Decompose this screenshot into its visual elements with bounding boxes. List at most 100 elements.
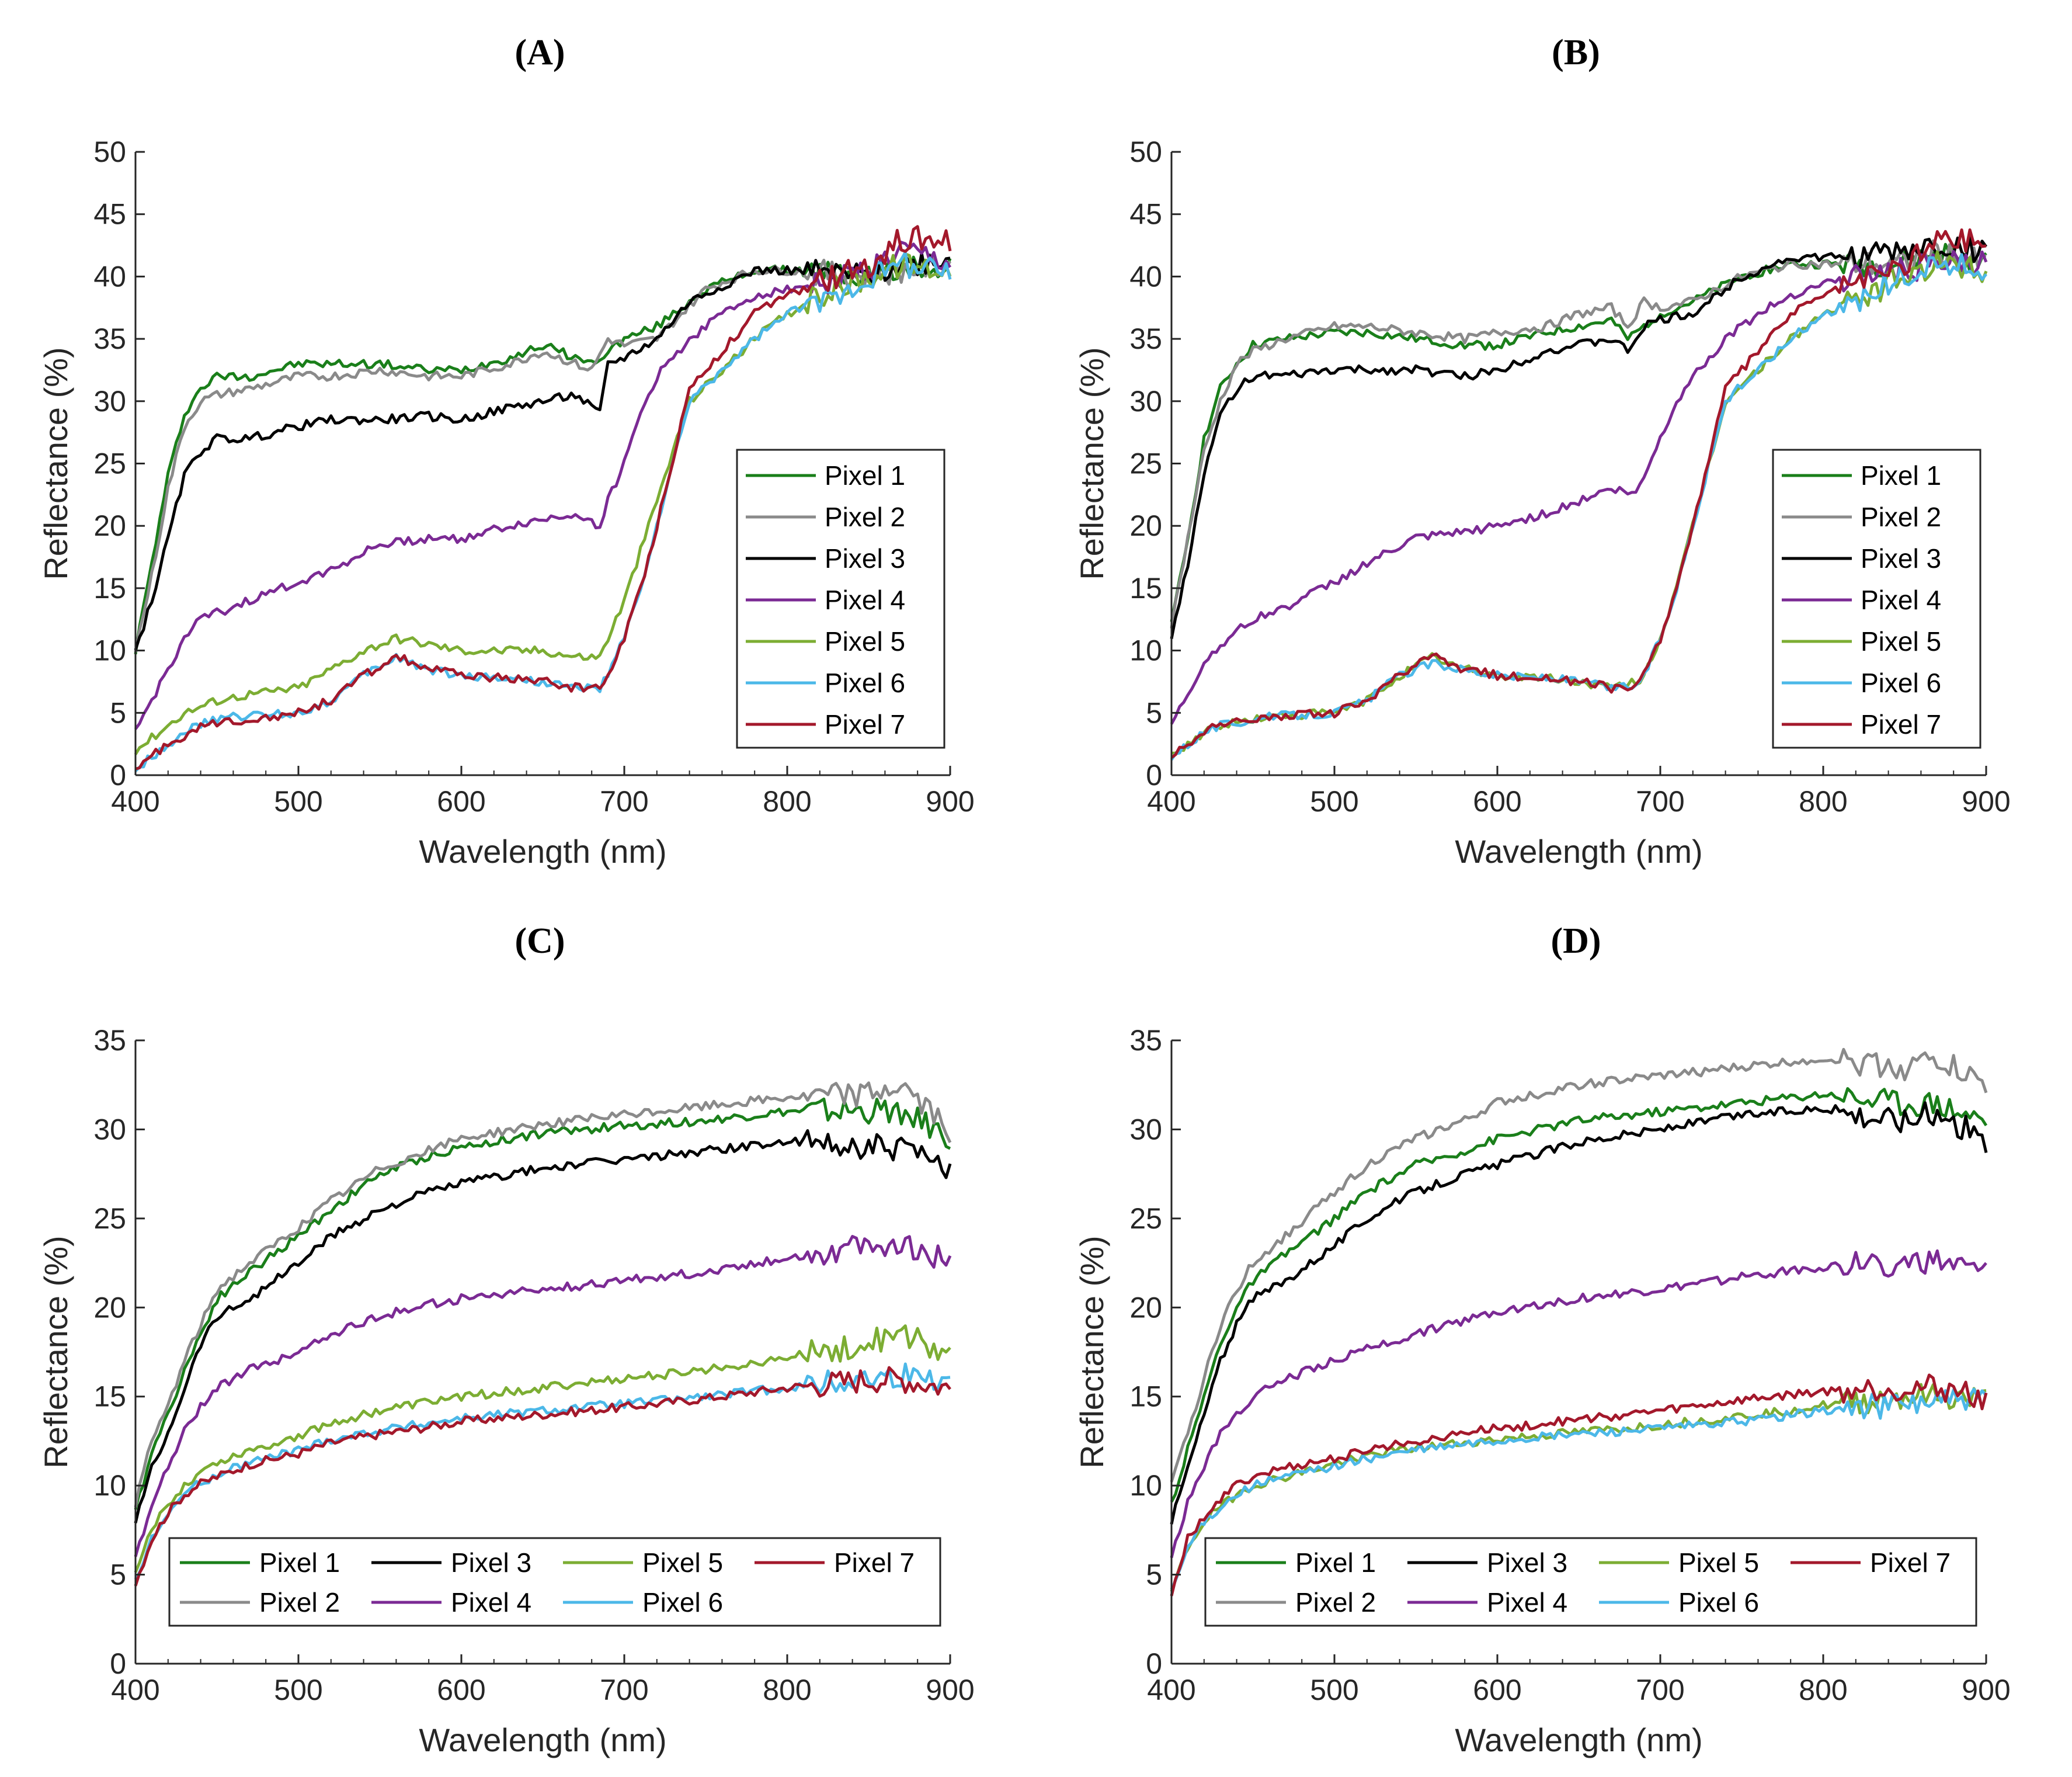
chart-d-xlabel: Wavelength (nm) [1455, 1722, 1702, 1758]
chart-c-xlabel: Wavelength (nm) [419, 1722, 666, 1758]
chart-b-series-pixel-2 [1170, 239, 1987, 629]
chart-a-ytick-label: 30 [93, 385, 126, 418]
chart-d-legend-label: Pixel 3 [1487, 1547, 1567, 1578]
chart-b-ylabel: Reflectance (%) [1073, 347, 1110, 579]
chart-c-legend-box [168, 1537, 941, 1627]
chart-a-xtick-label: 800 [763, 785, 811, 818]
chart-c-ytick-label: 35 [93, 1024, 126, 1057]
chart-d-ytick-label: 20 [1129, 1291, 1162, 1324]
chart-b-ytick-label: 40 [1129, 260, 1162, 293]
chart-d-ytick-label: 35 [1129, 1024, 1162, 1057]
chart-a-ytick-label: 20 [93, 509, 126, 542]
chart-d-ytick-label: 15 [1129, 1380, 1162, 1413]
chart-b-ytick-label: 35 [1129, 322, 1162, 355]
chart-b-legend-label: Pixel 6 [1861, 668, 1941, 698]
chart-d-title: (D) [1550, 921, 1601, 961]
chart-a-xlabel: Wavelength (nm) [419, 833, 666, 870]
chart-a-ytick-label: 0 [110, 759, 126, 792]
chart-a-legend: Pixel 1 Pixel 2 Pixel 3 Pixel 4 Pixel 5 Pixel… [736, 449, 945, 749]
chart-a-legend-label: Pixel 2 [825, 502, 905, 532]
chart-c-series-pixel-5 [134, 1324, 951, 1573]
chart-c-ytick-label: 20 [93, 1291, 126, 1324]
chart-a-ytick-label: 35 [93, 322, 126, 355]
chart-a-ytick-label: 40 [93, 260, 126, 293]
chart-a-legend-label: Pixel 7 [825, 709, 905, 740]
chart-b-ytick-label: 0 [1146, 759, 1162, 792]
panel-c: (C) 400 500 600 700 800 900 0 5 10 15 20 25 30 35 Wavel… [0, 888, 1036, 1777]
chart-d-ytick-label: 5 [1146, 1559, 1162, 1591]
chart-b-ytick-label: 10 [1129, 634, 1162, 667]
chart-c-legend-label: Pixel 1 [259, 1547, 340, 1578]
panel-b: (B) 400 500 600 700 800 900 0 5 10 15 20 25 30 35 40 45 5… [1036, 0, 2072, 888]
chart-c-series-pixel-1 [134, 1097, 951, 1510]
chart-b-xtick-label: 600 [1473, 785, 1521, 818]
chart-b-legend-label: Pixel 5 [1861, 626, 1941, 657]
chart-b-ytick-label: 50 [1129, 136, 1162, 168]
chart-a-series-pixel-5 [134, 252, 952, 755]
chart-d-legend-label: Pixel 7 [1870, 1547, 1951, 1578]
chart-a-xtick-label: 700 [600, 785, 648, 818]
chart-d-legend-label: Pixel 1 [1295, 1547, 1376, 1578]
chart-b-legend-label: Pixel 4 [1861, 585, 1941, 615]
chart-b-legend-label: Pixel 1 [1861, 460, 1941, 491]
chart-d-series-pixel-7 [1170, 1373, 1988, 1596]
chart-c-legend-label: Pixel 6 [642, 1587, 723, 1618]
chart-d-xtick-label: 800 [1799, 1674, 1847, 1706]
chart-c-title: (C) [514, 921, 565, 961]
chart-b-xtick-label: 700 [1636, 785, 1684, 818]
chart-c-series-pixel-6 [134, 1362, 951, 1580]
chart-a-legend-label: Pixel 1 [825, 460, 905, 491]
chart-c-ytick-label: 25 [93, 1202, 126, 1235]
chart-d-legend-label: Pixel 4 [1487, 1587, 1567, 1618]
chart-b-ytick-label: 25 [1129, 447, 1162, 480]
chart-d-series-pixel-6 [1170, 1387, 1987, 1590]
chart-d-ytick-label: 0 [1146, 1647, 1162, 1680]
chart-c-xtick-label: 400 [111, 1674, 159, 1706]
chart-b-xtick-label: 400 [1147, 785, 1195, 818]
chart-c-ytick-label: 5 [110, 1559, 126, 1591]
chart-a-xtick-label: 400 [111, 785, 159, 818]
chart-b-legend: Pixel 1 Pixel 2 Pixel 3 Pixel 4 Pixel 5 Pixel… [1772, 449, 1981, 749]
chart-d-ytick-label: 25 [1129, 1202, 1162, 1235]
chart-d-series-pixel-3 [1170, 1101, 1988, 1525]
chart-d-xtick-label: 900 [1962, 1674, 2010, 1706]
chart-a-ytick-label: 25 [93, 447, 126, 480]
chart-c: (C) 400 500 600 700 800 900 0 5 10 15 20 25 30 35 Wavel… [37, 921, 975, 1758]
chart-c-ytick-label: 10 [93, 1469, 126, 1502]
chart-a-ylabel: Reflectance (%) [37, 347, 74, 579]
chart-c-ytick-label: 15 [93, 1380, 126, 1413]
chart-d-series-pixel-1 [1170, 1087, 1988, 1503]
chart-a-legend-label: Pixel 4 [825, 585, 905, 615]
chart-b-ytick-label: 45 [1129, 198, 1162, 231]
chart-c-xtick-label: 900 [926, 1674, 974, 1706]
chart-c-series-pixel-3 [134, 1129, 952, 1523]
chart-b-xtick-label: 900 [1962, 785, 2010, 818]
chart-d-xtick-label: 700 [1636, 1674, 1684, 1706]
chart-c-legend-label: Pixel 7 [834, 1547, 915, 1578]
chart-c-legend-label: Pixel 5 [642, 1547, 723, 1578]
panel-a: (A) 400 500 600 700 800 900 0 5 10 15 20 25 30 35 40 45 5… [0, 0, 1036, 888]
chart-a-xtick-label: 900 [926, 785, 974, 818]
chart-d-legend-label: Pixel 2 [1295, 1587, 1376, 1618]
chart-b-xtick-label: 800 [1799, 785, 1847, 818]
chart-b-legend-label: Pixel 3 [1861, 543, 1941, 574]
chart-d-ylabel: Reflectance (%) [1073, 1235, 1110, 1468]
chart-a-ytick-label: 5 [110, 696, 126, 729]
chart-c-legend: Pixel 1 Pixel 3 Pixel 5 Pixel 7 Pixel 2 Pixel… [168, 1537, 941, 1627]
chart-a-series-pixel-4 [134, 241, 952, 730]
chart-b-ytick-label: 15 [1129, 572, 1162, 605]
chart-b-ytick-label: 30 [1129, 385, 1162, 418]
chart-a-xtick-label: 500 [274, 785, 322, 818]
chart-a-series-pixel-7 [135, 225, 952, 771]
chart-a-series-pixel-3 [134, 252, 951, 651]
chart-c-xtick-label: 700 [600, 1674, 648, 1706]
chart-d: (D) 400 500 600 700 800 900 0 5 10 15 20 25 30 35 Wavel… [1073, 921, 2011, 1758]
chart-d-legend-label: Pixel 6 [1678, 1587, 1759, 1618]
chart-d-series-pixel-2 [1170, 1047, 1988, 1483]
chart-b: (B) 400 500 600 700 800 900 0 5 10 15 20 25 30 35 40 45 5… [1073, 33, 2011, 870]
chart-a-legend-label: Pixel 5 [825, 626, 905, 657]
chart-d-xtick-label: 600 [1473, 1674, 1521, 1706]
chart-b-series-pixel-4 [1170, 250, 1988, 725]
chart-d-ytick-label: 30 [1129, 1113, 1162, 1146]
chart-a: (A) 400 500 600 700 800 900 0 5 10 15 20 25 30 35 40 45 5… [37, 33, 975, 870]
